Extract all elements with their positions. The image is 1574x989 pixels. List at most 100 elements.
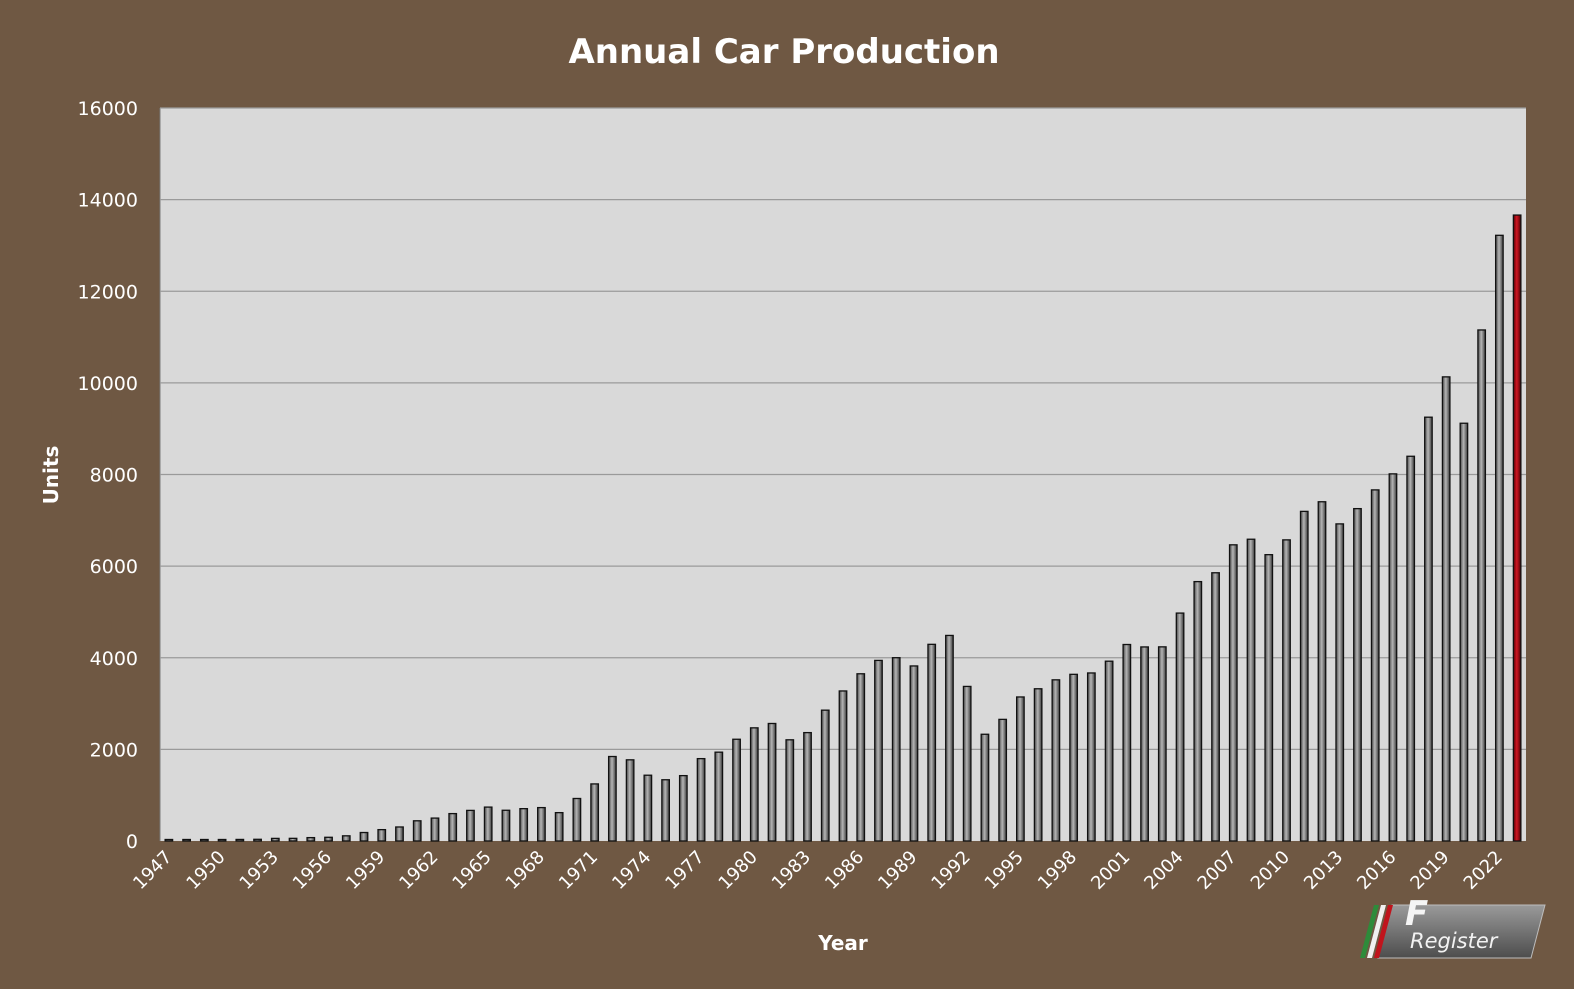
bar-1995 [1016, 696, 1025, 842]
y-tick-label: 12000 [78, 281, 138, 303]
x-tick-label: 1980 [715, 847, 762, 894]
bar-1954 [288, 837, 298, 842]
x-axis-label: Year [817, 931, 868, 955]
bar-2002 [1140, 646, 1149, 842]
bar-2007 [1228, 544, 1238, 842]
bar-1969 [554, 811, 564, 842]
bar-2017 [1406, 455, 1416, 842]
bar-1967 [519, 808, 529, 842]
bar-2021 [1477, 329, 1487, 842]
bar-2012 [1317, 501, 1327, 842]
x-tick-label: 1974 [608, 847, 655, 894]
bar-1997 [1051, 679, 1061, 842]
bar-1957 [341, 835, 351, 842]
bar-1968 [537, 806, 546, 842]
bar-1979 [732, 738, 741, 842]
f-letter-icon: F [1405, 894, 1428, 934]
bar-1975 [661, 779, 670, 842]
bar-2016 [1388, 473, 1398, 842]
y-axis-ticks: 0 2000 4000 6000 8000 10000 12000 14000 16000 [78, 98, 138, 853]
x-tick-label: 2019 [1406, 847, 1453, 894]
bar-2009 [1264, 554, 1274, 842]
bar-1961 [412, 820, 422, 842]
bar-1983 [803, 731, 812, 842]
bar-2019 [1441, 376, 1451, 842]
x-tick-label: 2007 [1194, 847, 1241, 894]
x-tick-label: 1989 [874, 847, 921, 894]
bar-1947 [164, 838, 174, 842]
y-tick-label: 10000 [78, 373, 138, 395]
bar-2023 [1512, 214, 1522, 842]
bar-1962 [430, 817, 440, 842]
x-tick-label: 1986 [821, 847, 868, 894]
bar-1951 [235, 838, 245, 842]
bar-1984 [820, 709, 830, 842]
bar-1970 [572, 797, 582, 842]
bar-2010 [1282, 539, 1291, 842]
bar-1986 [856, 673, 866, 842]
x-tick-label: 2013 [1300, 847, 1347, 894]
bar-2008 [1246, 538, 1256, 842]
bar-1953 [270, 837, 280, 842]
x-tick-label: 1959 [342, 847, 389, 894]
x-tick-label: 1947 [129, 847, 176, 894]
bar-2014 [1353, 507, 1362, 842]
bar-2015 [1370, 489, 1380, 842]
bar-1976 [678, 774, 688, 842]
x-tick-label: 1953 [236, 847, 283, 894]
x-tick-label: 1968 [502, 847, 549, 894]
bar-1964 [466, 809, 475, 842]
bar-1949 [199, 838, 209, 842]
bar-1963 [448, 812, 458, 842]
bar-1998 [1069, 673, 1079, 842]
bar-1991 [945, 634, 954, 842]
bar-1988 [891, 657, 901, 842]
bar-2004 [1175, 612, 1185, 842]
logo-text: Register [1410, 929, 1499, 953]
bar-2001 [1122, 643, 1132, 842]
bar-2013 [1335, 523, 1345, 842]
bar-2022 [1494, 234, 1504, 842]
y-tick-label: 0 [126, 831, 138, 853]
bar-1959 [377, 828, 387, 842]
bar-1966 [501, 809, 511, 842]
bar-1985 [838, 690, 848, 842]
bar-1994 [998, 718, 1008, 842]
bar-1960 [395, 826, 404, 842]
x-tick-label: 1992 [927, 847, 974, 894]
y-axis-label: Units [39, 446, 63, 505]
bar-1972 [607, 755, 617, 842]
bar-1980 [749, 727, 759, 842]
chart-title: Annual Car Production [568, 32, 999, 72]
x-tick-label: 1962 [395, 847, 442, 894]
bar-1989 [909, 665, 919, 842]
x-tick-label: 2022 [1460, 847, 1507, 894]
y-tick-label: 6000 [90, 556, 138, 578]
bar-1952 [253, 838, 262, 842]
y-tick-label: 14000 [78, 190, 138, 212]
bar-1950 [217, 838, 227, 842]
bar-1958 [359, 831, 369, 842]
bar-2011 [1299, 510, 1309, 842]
bar-1999 [1086, 672, 1096, 842]
bar-1956 [324, 836, 333, 842]
x-tick-label: 2004 [1140, 847, 1187, 894]
y-tick-label: 16000 [78, 98, 138, 120]
x-tick-label: 1965 [448, 847, 495, 894]
bar-1992 [962, 685, 972, 842]
x-tick-label: 1995 [981, 847, 1028, 894]
bar-1977 [696, 757, 706, 842]
bar-1971 [590, 783, 600, 842]
f-register-logo: F Register [1360, 894, 1546, 959]
bar-1974 [643, 774, 653, 842]
bar-1993 [980, 733, 990, 842]
x-tick-label: 2016 [1353, 847, 1400, 894]
bar-1955 [306, 836, 316, 842]
bar-1996 [1033, 688, 1043, 842]
bar-1965 [483, 806, 493, 842]
bar-2005 [1193, 580, 1203, 842]
y-tick-label: 2000 [90, 739, 138, 761]
bar-1982 [785, 739, 795, 842]
